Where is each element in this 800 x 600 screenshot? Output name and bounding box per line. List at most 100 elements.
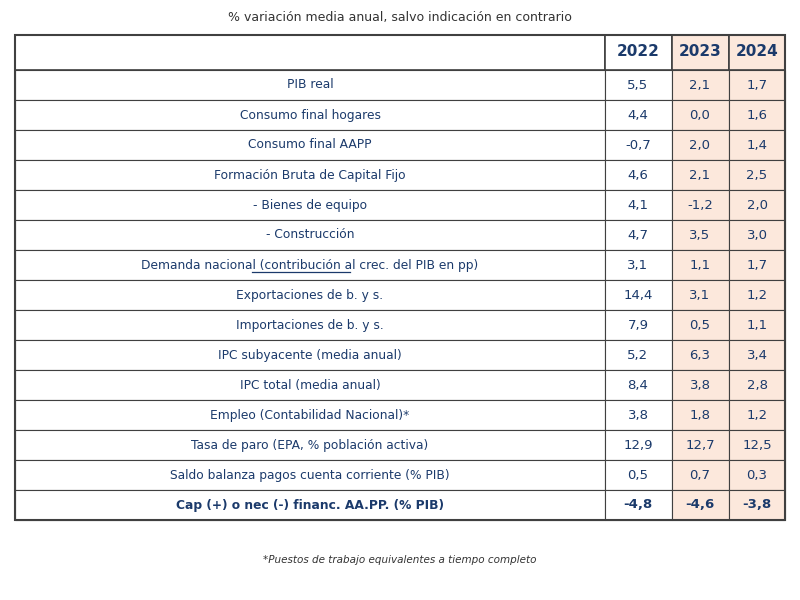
- Bar: [672, 340, 729, 370]
- Bar: [15, 400, 605, 430]
- Bar: [15, 35, 605, 70]
- Bar: [672, 250, 729, 280]
- Bar: [605, 190, 672, 220]
- Bar: [672, 280, 729, 310]
- Text: -0,7: -0,7: [625, 139, 651, 151]
- Text: 1,6: 1,6: [746, 109, 767, 121]
- Bar: [729, 400, 785, 430]
- Text: 1,7: 1,7: [746, 79, 767, 91]
- Bar: [605, 430, 672, 460]
- Bar: [672, 400, 729, 430]
- Bar: [605, 370, 672, 400]
- Text: 0,3: 0,3: [746, 469, 767, 481]
- Text: -4,8: -4,8: [623, 499, 653, 511]
- Text: 0,5: 0,5: [690, 319, 710, 331]
- Text: 12,7: 12,7: [685, 439, 715, 451]
- Text: 3,8: 3,8: [690, 379, 710, 391]
- Text: 14,4: 14,4: [623, 289, 653, 301]
- Bar: [672, 460, 729, 490]
- Bar: [15, 310, 605, 340]
- Bar: [672, 490, 729, 520]
- Text: 12,5: 12,5: [742, 439, 772, 451]
- Bar: [729, 100, 785, 130]
- Text: Consumo final AAPP: Consumo final AAPP: [248, 139, 372, 151]
- Bar: [672, 370, 729, 400]
- Bar: [15, 160, 605, 190]
- Bar: [672, 220, 729, 250]
- Bar: [729, 220, 785, 250]
- Text: 2,8: 2,8: [746, 379, 767, 391]
- Text: 7,9: 7,9: [627, 319, 649, 331]
- Text: *Puestos de trabajo equivalentes a tiempo completo: *Puestos de trabajo equivalentes a tiemp…: [263, 555, 537, 565]
- Bar: [729, 490, 785, 520]
- Text: 8,4: 8,4: [627, 379, 649, 391]
- Text: 3,1: 3,1: [627, 259, 649, 271]
- Bar: [15, 35, 785, 520]
- Bar: [15, 460, 605, 490]
- Bar: [729, 460, 785, 490]
- Text: 2,0: 2,0: [746, 199, 767, 211]
- Bar: [672, 160, 729, 190]
- Bar: [672, 70, 729, 100]
- Text: Cap (+) o nec (-) financ. AA.PP. (% PIB): Cap (+) o nec (-) financ. AA.PP. (% PIB): [176, 499, 444, 511]
- Text: 1,4: 1,4: [746, 139, 767, 151]
- Text: 0,5: 0,5: [627, 469, 649, 481]
- Bar: [15, 280, 605, 310]
- Text: 1,1: 1,1: [690, 259, 710, 271]
- Bar: [605, 160, 672, 190]
- Text: Formación Bruta de Capital Fijo: Formación Bruta de Capital Fijo: [214, 169, 406, 181]
- Text: 3,5: 3,5: [690, 229, 710, 241]
- Bar: [729, 340, 785, 370]
- Bar: [729, 70, 785, 100]
- Text: IPC subyacente (media anual): IPC subyacente (media anual): [218, 349, 402, 361]
- Bar: [605, 460, 672, 490]
- Text: 3,4: 3,4: [746, 349, 767, 361]
- Text: 4,7: 4,7: [627, 229, 649, 241]
- Text: 1,7: 1,7: [746, 259, 767, 271]
- Text: Demanda nacional (contribución al crec. del PIB en pp): Demanda nacional (contribución al crec. …: [142, 259, 478, 271]
- Bar: [605, 490, 672, 520]
- Text: 1,2: 1,2: [746, 289, 767, 301]
- Text: 2,0: 2,0: [690, 139, 710, 151]
- Bar: [605, 400, 672, 430]
- Text: 1,1: 1,1: [746, 319, 767, 331]
- Bar: [605, 310, 672, 340]
- Bar: [605, 220, 672, 250]
- Bar: [605, 250, 672, 280]
- Text: 4,1: 4,1: [627, 199, 649, 211]
- Text: -1,2: -1,2: [687, 199, 713, 211]
- Bar: [605, 130, 672, 160]
- Text: 6,3: 6,3: [690, 349, 710, 361]
- Text: - Bienes de equipo: - Bienes de equipo: [253, 199, 367, 211]
- Text: 5,5: 5,5: [627, 79, 649, 91]
- Bar: [605, 35, 672, 70]
- Bar: [672, 100, 729, 130]
- Bar: [15, 100, 605, 130]
- Bar: [605, 280, 672, 310]
- Text: 2022: 2022: [617, 44, 659, 59]
- Bar: [729, 250, 785, 280]
- Bar: [15, 220, 605, 250]
- Bar: [15, 250, 605, 280]
- Text: 4,6: 4,6: [627, 169, 649, 181]
- Bar: [672, 430, 729, 460]
- Bar: [605, 70, 672, 100]
- Bar: [729, 35, 785, 70]
- Text: Exportaciones de b. y s.: Exportaciones de b. y s.: [237, 289, 383, 301]
- Text: Saldo balanza pagos cuenta corriente (% PIB): Saldo balanza pagos cuenta corriente (% …: [170, 469, 450, 481]
- Bar: [729, 130, 785, 160]
- Bar: [15, 340, 605, 370]
- Bar: [729, 190, 785, 220]
- Text: -4,6: -4,6: [686, 499, 714, 511]
- Bar: [672, 35, 729, 70]
- Bar: [672, 130, 729, 160]
- Bar: [729, 160, 785, 190]
- Bar: [672, 310, 729, 340]
- Bar: [15, 190, 605, 220]
- Bar: [729, 430, 785, 460]
- Text: PIB real: PIB real: [286, 79, 334, 91]
- Text: 2024: 2024: [736, 44, 778, 59]
- Text: 5,2: 5,2: [627, 349, 649, 361]
- Bar: [729, 370, 785, 400]
- Text: Importaciones de b. y s.: Importaciones de b. y s.: [236, 319, 384, 331]
